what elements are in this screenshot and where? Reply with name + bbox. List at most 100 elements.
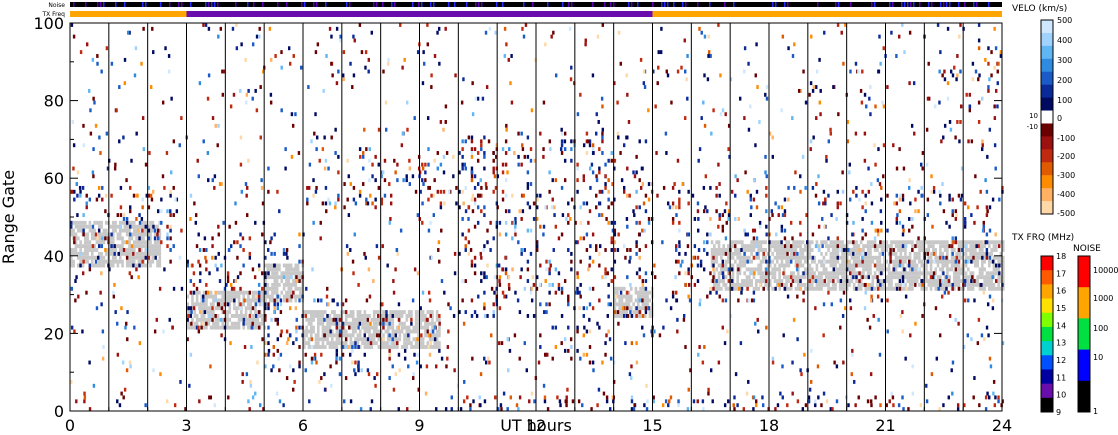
ground-scatter-cell <box>620 306 624 311</box>
ground-scatter-cell <box>433 321 437 326</box>
echo-cell <box>88 267 92 272</box>
echo-cell <box>783 236 787 241</box>
echo-cell <box>866 317 869 322</box>
echo-cell <box>911 267 914 272</box>
echo-cell <box>349 61 352 66</box>
ground-scatter-cell <box>939 248 942 252</box>
echo-cell <box>539 193 542 198</box>
echo-cell <box>570 259 573 264</box>
echo-cell <box>339 302 343 307</box>
ground-scatter-cell <box>377 329 381 334</box>
echo-cell <box>563 279 567 283</box>
echo-cell <box>144 255 147 260</box>
echo-cell <box>539 263 542 268</box>
ground-scatter-cell <box>615 290 619 295</box>
echo-cell <box>841 314 845 318</box>
echo-cell <box>488 26 492 31</box>
ground-scatter-cell <box>379 317 383 322</box>
ground-scatter-cell <box>817 259 821 264</box>
ground-scatter-cell <box>883 286 886 291</box>
echo-cell <box>483 151 486 155</box>
ground-scatter-cell <box>333 345 336 349</box>
echo-cell <box>985 251 989 256</box>
echo-cell <box>264 364 267 369</box>
echo-cell <box>791 391 794 396</box>
echo-cell <box>412 372 415 377</box>
ground-scatter-cell <box>307 337 311 342</box>
ground-scatter-cell <box>929 244 933 249</box>
ground-scatter-cell <box>967 282 970 287</box>
echo-cell <box>880 271 883 276</box>
ground-scatter-cell <box>351 325 355 330</box>
echo-cell <box>825 154 828 159</box>
echo-cell <box>954 135 957 140</box>
ground-scatter-cell <box>953 282 956 287</box>
echo-cell <box>749 193 752 198</box>
ground-scatter-cell <box>969 286 972 291</box>
echo-cell <box>610 151 613 155</box>
ground-scatter-cell <box>904 259 907 264</box>
echo-cell <box>939 282 942 287</box>
echo-cell <box>995 263 998 268</box>
echo-cell <box>545 310 548 315</box>
echo-cell <box>874 395 877 400</box>
ground-scatter-cell <box>319 317 322 322</box>
ground-scatter-cell <box>156 248 159 252</box>
echo-cell <box>576 112 580 117</box>
ground-scatter-cell <box>855 259 858 264</box>
echo-cell <box>394 267 397 272</box>
ground-scatter-cell <box>407 310 411 315</box>
echo-cell <box>567 248 570 252</box>
echo-cell <box>783 244 787 249</box>
ground-scatter-cell <box>86 244 89 249</box>
echo-cell <box>289 61 292 66</box>
ground-scatter-cell <box>848 240 851 245</box>
echo-cell <box>269 240 272 245</box>
ground-scatter-cell <box>396 345 399 349</box>
echo-cell <box>343 205 346 210</box>
ground-scatter-cell <box>878 259 882 264</box>
echo-cell <box>132 193 136 198</box>
ground-scatter-cell <box>939 240 942 245</box>
ground-scatter-cell <box>843 267 847 272</box>
ground-scatter-cell <box>256 321 259 326</box>
ground-scatter-cell <box>775 244 779 249</box>
ground-scatter-cell <box>813 286 816 291</box>
echo-cell <box>526 154 530 159</box>
ground-scatter-cell <box>128 220 131 225</box>
echo-cell <box>234 279 237 283</box>
ground-scatter-cell <box>389 345 392 349</box>
echo-cell <box>141 116 145 121</box>
echo-cell <box>388 352 391 357</box>
ground-scatter-cell <box>264 279 267 283</box>
ground-scatter-cell <box>850 275 854 280</box>
echo-cell <box>381 170 385 175</box>
ground-scatter-cell <box>273 290 277 295</box>
echo-cell <box>130 158 133 163</box>
ground-scatter-cell <box>964 251 968 256</box>
ground-scatter-cell <box>727 271 730 276</box>
echo-cell <box>889 251 892 256</box>
echo-cell <box>959 197 963 202</box>
echo-cell <box>258 34 261 39</box>
echo-cell <box>752 255 756 260</box>
ground-scatter-cell <box>771 275 774 280</box>
ground-scatter-cell <box>957 244 961 249</box>
echo-cell <box>879 240 882 245</box>
echo-cell <box>116 352 120 357</box>
ground-scatter-cell <box>244 317 248 322</box>
ground-scatter-cell <box>859 259 863 264</box>
ground-scatter-cell <box>775 279 779 283</box>
echo-cell <box>353 232 356 237</box>
ground-scatter-cell <box>792 248 795 252</box>
echo-cell <box>264 290 267 295</box>
echo-cell <box>605 399 609 404</box>
ground-scatter-cell <box>745 244 749 249</box>
echo-cell <box>560 143 564 148</box>
ground-scatter-cell <box>943 248 947 252</box>
ground-scatter-cell <box>887 267 891 272</box>
ground-scatter-cell <box>111 236 115 241</box>
echo-cell <box>285 298 289 303</box>
ground-scatter-cell <box>934 251 938 256</box>
echo-cell <box>488 360 491 365</box>
